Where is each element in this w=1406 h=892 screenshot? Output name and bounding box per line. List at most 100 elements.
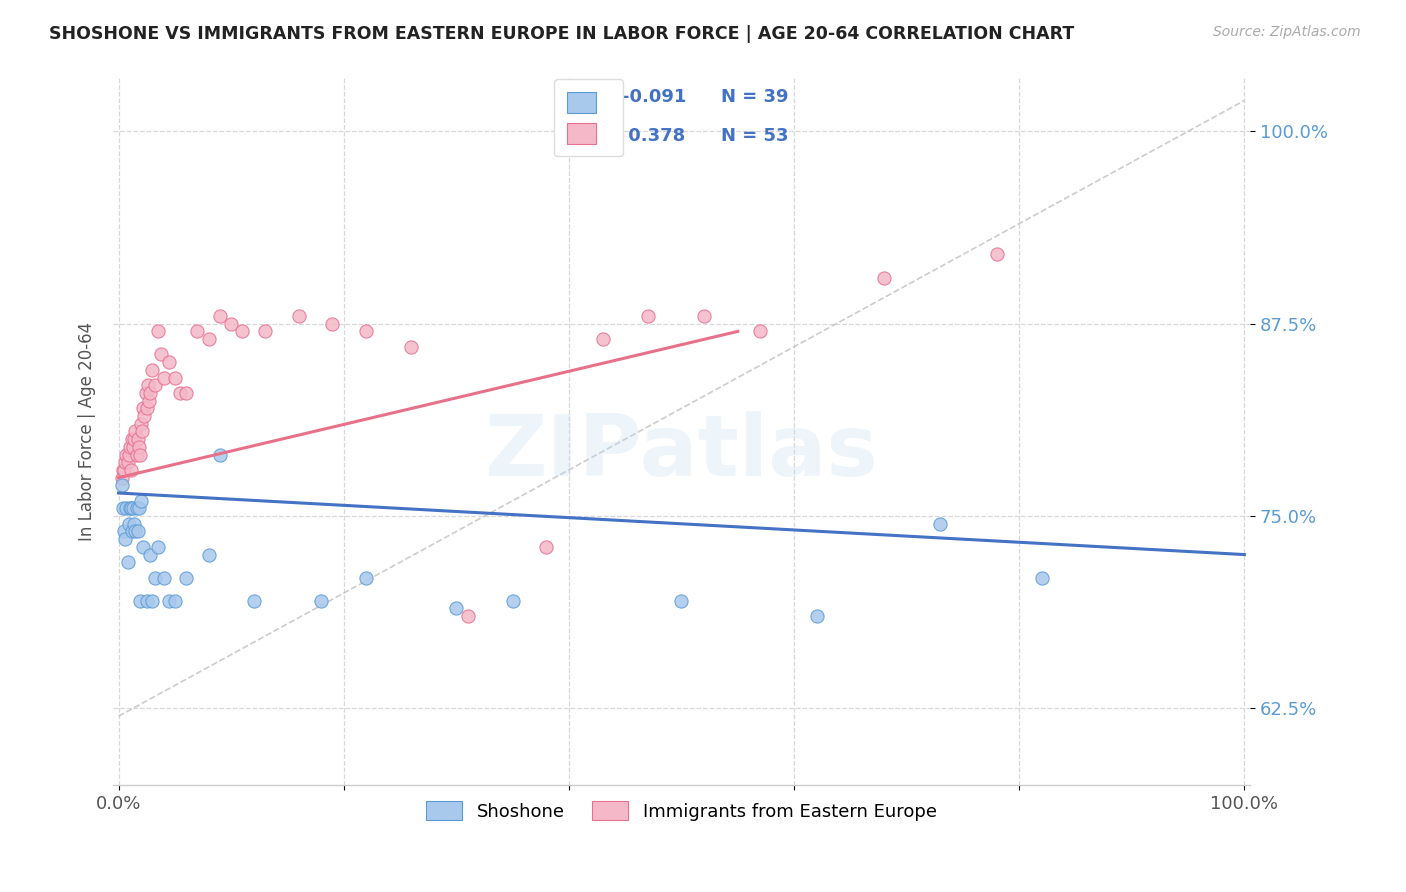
Point	[131, 425, 153, 439]
Point	[112, 463, 135, 477]
Point	[141, 593, 163, 607]
Point	[152, 571, 174, 585]
Point	[157, 593, 180, 607]
Point	[321, 317, 343, 331]
Point	[174, 386, 197, 401]
Y-axis label: In Labor Force | Age 20-64: In Labor Force | Age 20-64	[79, 322, 96, 541]
Point	[111, 470, 134, 484]
Legend: Shoshone, Immigrants from Eastern Europe: Shoshone, Immigrants from Eastern Europe	[418, 791, 946, 830]
Text: 0.378: 0.378	[623, 127, 686, 145]
Point	[231, 325, 253, 339]
Point	[1031, 571, 1053, 585]
Point	[134, 409, 156, 423]
Point	[309, 593, 332, 607]
Point	[125, 501, 148, 516]
Text: R =: R =	[585, 127, 624, 145]
Point	[114, 455, 136, 469]
Point	[174, 571, 197, 585]
Point	[118, 501, 141, 516]
Point	[146, 325, 169, 339]
Text: ZIPatlas: ZIPatlas	[485, 411, 879, 494]
Point	[157, 355, 180, 369]
Point	[637, 309, 659, 323]
Point	[129, 493, 152, 508]
Text: Source: ZipAtlas.com: Source: ZipAtlas.com	[1213, 25, 1361, 39]
Point	[401, 340, 423, 354]
Point	[208, 309, 231, 323]
Point	[117, 555, 139, 569]
Point	[693, 309, 716, 323]
Point	[152, 370, 174, 384]
Point	[112, 463, 135, 477]
Point	[129, 593, 152, 607]
Point	[986, 247, 1008, 261]
Point	[197, 548, 219, 562]
Point	[132, 540, 155, 554]
Point	[135, 386, 157, 401]
Point	[253, 325, 276, 339]
Point	[118, 516, 141, 531]
Point	[169, 386, 191, 401]
Point	[354, 571, 377, 585]
Point	[136, 378, 159, 392]
Text: SHOSHONE VS IMMIGRANTS FROM EASTERN EUROPE IN LABOR FORCE | AGE 20-64 CORRELATIO: SHOSHONE VS IMMIGRANTS FROM EASTERN EURO…	[49, 25, 1074, 43]
Point	[141, 363, 163, 377]
Point	[124, 425, 146, 439]
Point	[117, 455, 139, 469]
Point	[219, 317, 242, 331]
Point	[749, 325, 772, 339]
Point	[242, 593, 264, 607]
Point	[111, 478, 134, 492]
Point	[457, 609, 479, 624]
Point	[121, 524, 143, 539]
Point	[671, 593, 693, 607]
Point	[127, 432, 149, 446]
Point	[118, 440, 141, 454]
Point	[124, 516, 146, 531]
Point	[536, 540, 558, 554]
Point	[197, 332, 219, 346]
Point	[122, 501, 145, 516]
Point	[163, 370, 186, 384]
Point	[143, 571, 166, 585]
Point	[186, 325, 208, 339]
Point	[125, 448, 148, 462]
Text: N = 53: N = 53	[721, 127, 789, 145]
Point	[139, 548, 162, 562]
Point	[124, 432, 146, 446]
Point	[287, 309, 309, 323]
Point	[929, 516, 952, 531]
Point	[163, 593, 186, 607]
Point	[114, 532, 136, 546]
Point	[128, 440, 150, 454]
Point	[873, 270, 896, 285]
Text: N = 39: N = 39	[721, 88, 789, 106]
Point	[592, 332, 614, 346]
Point	[139, 386, 162, 401]
Point	[120, 501, 142, 516]
Point	[150, 347, 173, 361]
Point	[143, 378, 166, 392]
Point	[208, 448, 231, 462]
Point	[121, 432, 143, 446]
Point	[135, 593, 157, 607]
Point	[502, 593, 524, 607]
Point	[122, 440, 145, 454]
Point	[115, 501, 138, 516]
Point	[446, 601, 468, 615]
Text: -0.091: -0.091	[623, 88, 686, 106]
Point	[806, 609, 828, 624]
Point	[124, 524, 146, 539]
Point	[120, 463, 142, 477]
Point	[118, 448, 141, 462]
Point	[112, 501, 135, 516]
Point	[135, 401, 157, 416]
Point	[112, 524, 135, 539]
Point	[354, 325, 377, 339]
Point	[129, 417, 152, 431]
Point	[132, 401, 155, 416]
Point	[129, 448, 152, 462]
Text: R =: R =	[585, 88, 624, 106]
Point	[128, 501, 150, 516]
Point	[115, 448, 138, 462]
